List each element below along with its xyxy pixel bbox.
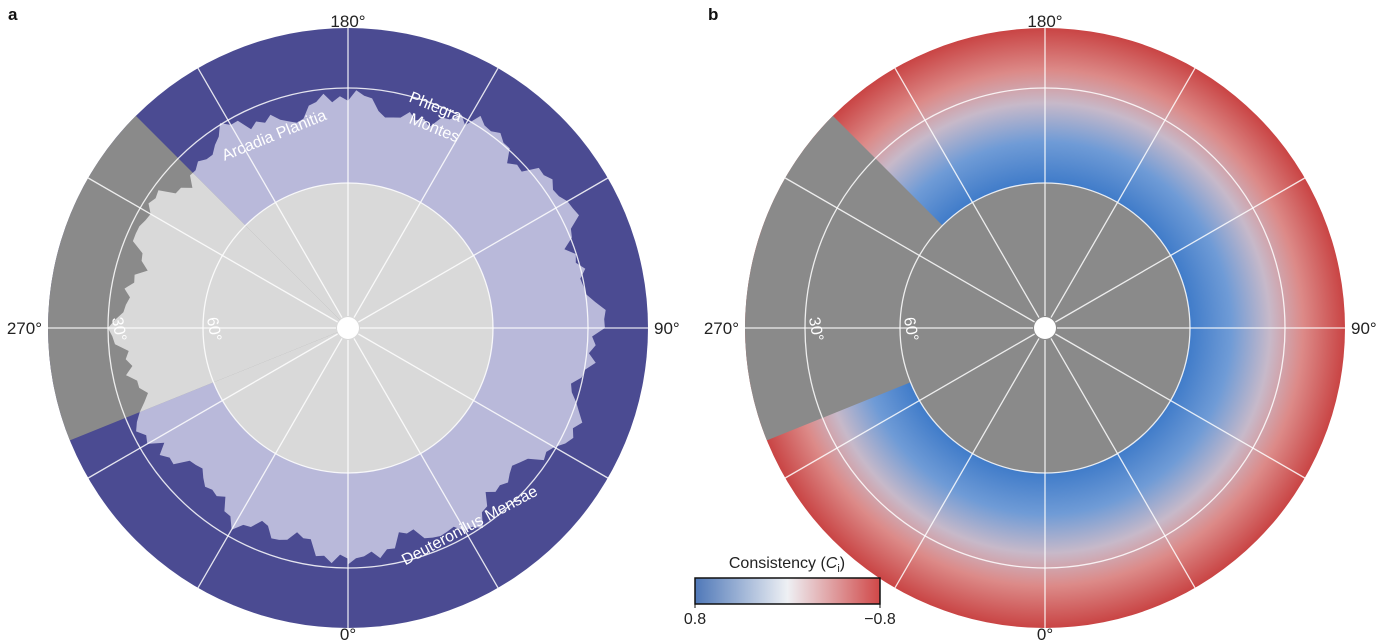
longitude-label: 0° <box>1037 625 1053 643</box>
colorbar-title-text: ) <box>840 555 845 572</box>
colorbar-title-text: Consistency ( <box>729 555 827 572</box>
longitude-label: 180° <box>1027 12 1062 31</box>
longitude-label: 90° <box>1351 319 1377 338</box>
colorbar-title: Consistency (Ci) <box>729 555 845 575</box>
colorbar-tick-label: 0.8 <box>684 611 706 628</box>
longitude-label: 180° <box>330 12 365 31</box>
pole <box>1034 317 1056 339</box>
longitude-label: 270° <box>704 319 739 338</box>
polar-map: 180°0°90°270°30°60° <box>704 12 1377 643</box>
panel-label: a <box>8 5 18 24</box>
colorbar-scale <box>695 578 880 604</box>
longitude-label: 270° <box>7 319 42 338</box>
longitude-label: 90° <box>654 319 680 338</box>
colorbar-symbol: C <box>826 555 838 572</box>
pole <box>337 317 359 339</box>
colorbar-tick-label: −0.8 <box>864 611 896 628</box>
figure: 180°0°90°270°30°60°Arcadia PlanitiaPhleg… <box>0 0 1383 643</box>
panel-label: b <box>708 5 718 24</box>
longitude-label: 0° <box>340 625 356 643</box>
